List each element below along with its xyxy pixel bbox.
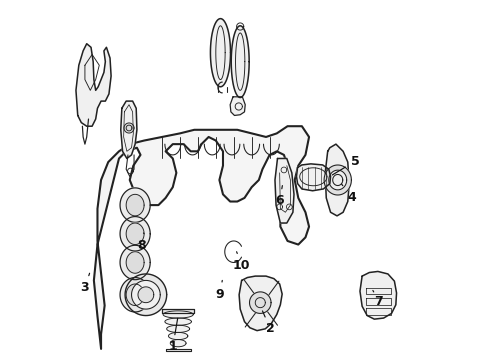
Polygon shape	[120, 278, 150, 312]
Polygon shape	[359, 271, 396, 319]
Polygon shape	[120, 188, 150, 222]
Polygon shape	[230, 97, 244, 116]
Text: 2: 2	[262, 311, 274, 335]
Polygon shape	[164, 318, 191, 325]
Polygon shape	[168, 332, 187, 339]
Polygon shape	[76, 44, 111, 126]
Polygon shape	[138, 287, 153, 303]
Polygon shape	[121, 101, 137, 158]
Polygon shape	[324, 165, 351, 195]
Text: 4: 4	[341, 184, 355, 204]
Polygon shape	[120, 245, 150, 280]
Polygon shape	[124, 123, 134, 133]
Polygon shape	[131, 280, 160, 309]
Polygon shape	[163, 311, 193, 318]
Polygon shape	[165, 348, 190, 351]
Text: 8: 8	[137, 233, 145, 252]
Text: 7: 7	[372, 291, 383, 308]
Polygon shape	[126, 194, 144, 216]
Text: 3: 3	[81, 273, 89, 294]
Polygon shape	[126, 223, 144, 244]
Polygon shape	[210, 19, 230, 87]
Polygon shape	[274, 158, 293, 223]
Polygon shape	[126, 284, 144, 306]
Polygon shape	[249, 292, 270, 314]
Text: 9: 9	[215, 280, 224, 301]
Polygon shape	[126, 252, 144, 273]
Polygon shape	[325, 144, 348, 216]
Text: 1: 1	[168, 318, 177, 353]
Text: 5: 5	[331, 155, 359, 175]
Polygon shape	[94, 126, 308, 348]
Polygon shape	[296, 164, 330, 191]
Polygon shape	[166, 325, 189, 332]
Polygon shape	[120, 217, 150, 251]
Polygon shape	[162, 309, 194, 313]
Polygon shape	[125, 274, 166, 316]
Polygon shape	[328, 170, 346, 190]
Polygon shape	[231, 26, 249, 98]
Text: 6: 6	[275, 186, 284, 207]
Polygon shape	[239, 276, 282, 330]
Text: 10: 10	[232, 252, 250, 272]
Polygon shape	[170, 339, 185, 347]
